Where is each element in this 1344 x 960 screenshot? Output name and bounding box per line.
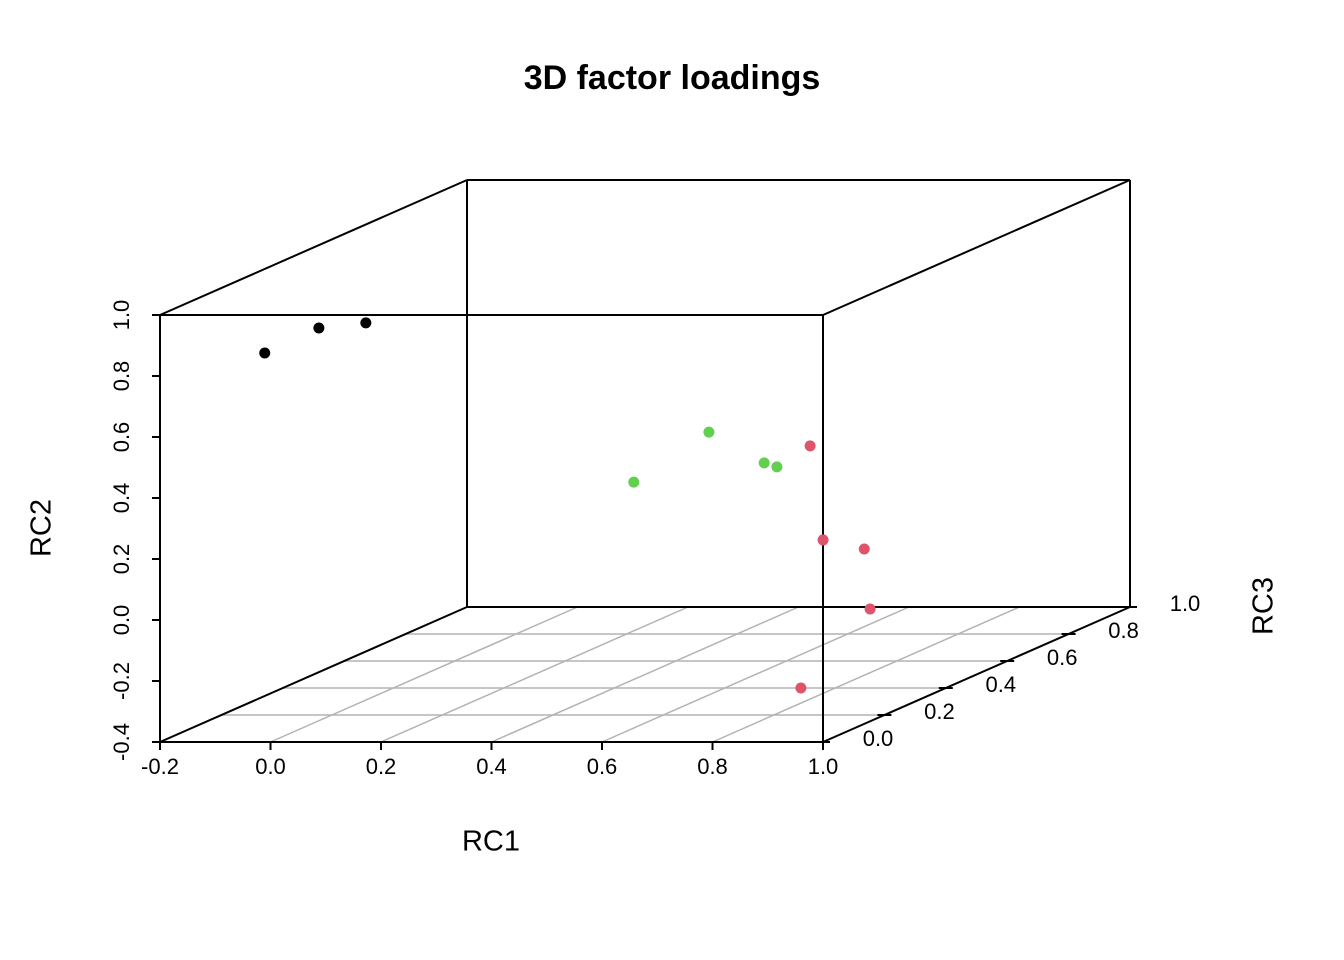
- point: [628, 476, 640, 488]
- y-tick-label: 0.6: [109, 422, 134, 453]
- grid-line: [270, 606, 578, 743]
- grid-line: [712, 606, 1020, 743]
- point: [313, 322, 325, 334]
- point: [817, 534, 829, 546]
- point: [804, 440, 816, 452]
- point: [758, 457, 770, 469]
- z-axis-label: RC3: [1248, 577, 1280, 635]
- x-tick-label: 0.8: [697, 754, 728, 779]
- grid-line: [380, 606, 689, 743]
- z-tick-label: 0.4: [986, 672, 1017, 697]
- box-edge: [159, 606, 468, 743]
- y-tick-label: 0.4: [109, 483, 134, 514]
- box-edge: [159, 179, 468, 316]
- point: [795, 682, 807, 694]
- z-tick-label: 0.6: [1047, 645, 1078, 670]
- y-tick-label: -0.4: [109, 723, 134, 761]
- x-axis-label: RC1: [462, 826, 520, 858]
- x-tick-label: 0.4: [476, 754, 507, 779]
- box-edge: [822, 179, 1131, 316]
- y-axis-label: RC2: [26, 499, 58, 557]
- point: [864, 603, 876, 615]
- box-edge: [822, 606, 1131, 743]
- point: [771, 461, 783, 473]
- grid-line: [601, 606, 910, 743]
- x-tick-label: -0.2: [141, 754, 179, 779]
- point: [858, 543, 870, 555]
- y-tick-label: 0.8: [109, 361, 134, 392]
- x-tick-label: 1.0: [808, 754, 839, 779]
- x-tick-label: 0.0: [255, 754, 286, 779]
- z-tick-label: 0.0: [863, 726, 894, 751]
- grid-line: [491, 606, 799, 743]
- point: [360, 317, 372, 329]
- chart-title: 3D factor loadings: [524, 59, 821, 97]
- point: [703, 426, 715, 438]
- point: [259, 347, 271, 359]
- z-tick-label: 0.8: [1108, 618, 1139, 643]
- z-tick-label: 1.0: [1170, 591, 1201, 616]
- x-tick-label: 0.2: [366, 754, 397, 779]
- x-tick-label: 0.6: [587, 754, 618, 779]
- z-tick-label: 0.2: [924, 699, 955, 724]
- y-tick-label: 0.0: [109, 605, 134, 636]
- y-tick-label: 1.0: [109, 300, 134, 331]
- y-tick-label: 0.2: [109, 544, 134, 575]
- y-tick-label: -0.2: [109, 662, 134, 700]
